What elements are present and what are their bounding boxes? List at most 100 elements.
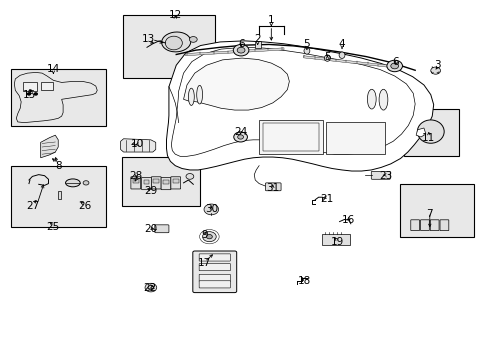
Text: 28: 28 bbox=[129, 171, 142, 181]
Text: 23: 23 bbox=[379, 171, 392, 181]
Circle shape bbox=[430, 67, 440, 74]
Circle shape bbox=[386, 60, 402, 72]
Text: 20: 20 bbox=[144, 225, 157, 234]
Circle shape bbox=[233, 44, 248, 56]
Ellipse shape bbox=[324, 55, 330, 61]
FancyBboxPatch shape bbox=[370, 171, 389, 179]
FancyBboxPatch shape bbox=[429, 220, 438, 230]
Circle shape bbox=[237, 47, 244, 53]
Bar bbox=[122, 157, 199, 206]
Circle shape bbox=[27, 93, 30, 95]
Ellipse shape bbox=[188, 88, 194, 105]
FancyBboxPatch shape bbox=[142, 177, 151, 190]
Text: 24: 24 bbox=[233, 127, 247, 136]
Bar bbox=[41, 82, 53, 90]
Ellipse shape bbox=[378, 89, 387, 110]
FancyBboxPatch shape bbox=[439, 220, 448, 230]
Text: 1: 1 bbox=[267, 15, 274, 26]
Bar bbox=[399, 184, 473, 237]
FancyBboxPatch shape bbox=[410, 220, 419, 230]
Text: 16: 16 bbox=[342, 215, 355, 225]
Ellipse shape bbox=[165, 36, 182, 50]
Ellipse shape bbox=[162, 32, 190, 52]
FancyBboxPatch shape bbox=[199, 254, 230, 261]
Circle shape bbox=[390, 63, 398, 69]
Text: 5: 5 bbox=[324, 52, 330, 62]
Bar bbox=[321, 234, 349, 245]
Text: 31: 31 bbox=[265, 183, 279, 193]
FancyBboxPatch shape bbox=[199, 274, 230, 282]
Polygon shape bbox=[415, 128, 425, 137]
FancyBboxPatch shape bbox=[151, 177, 161, 189]
Text: 15: 15 bbox=[22, 90, 36, 100]
FancyBboxPatch shape bbox=[155, 225, 168, 233]
Text: 10: 10 bbox=[130, 139, 143, 149]
Text: 25: 25 bbox=[47, 222, 60, 231]
Text: 3: 3 bbox=[433, 60, 440, 70]
Text: 22: 22 bbox=[142, 283, 156, 293]
Text: 8: 8 bbox=[55, 161, 61, 171]
Text: 26: 26 bbox=[78, 201, 91, 211]
Circle shape bbox=[145, 283, 157, 292]
Circle shape bbox=[203, 204, 218, 215]
Circle shape bbox=[185, 174, 193, 179]
Ellipse shape bbox=[338, 52, 344, 58]
Text: 4: 4 bbox=[338, 40, 345, 49]
Text: 14: 14 bbox=[47, 64, 60, 74]
Bar bbox=[326, 122, 384, 154]
FancyBboxPatch shape bbox=[420, 220, 428, 230]
Text: 19: 19 bbox=[330, 237, 343, 247]
Text: 7: 7 bbox=[426, 209, 432, 219]
Bar bbox=[122, 15, 215, 78]
Bar bbox=[58, 192, 61, 199]
FancyBboxPatch shape bbox=[199, 281, 230, 288]
Bar bbox=[11, 166, 105, 226]
Bar bbox=[22, 82, 37, 91]
FancyBboxPatch shape bbox=[161, 177, 170, 190]
Ellipse shape bbox=[196, 85, 202, 104]
Bar bbox=[255, 41, 261, 48]
Text: 30: 30 bbox=[204, 204, 218, 215]
Ellipse shape bbox=[65, 179, 80, 187]
Circle shape bbox=[34, 93, 37, 95]
Text: 17: 17 bbox=[198, 258, 211, 268]
Text: 27: 27 bbox=[26, 201, 39, 211]
Text: 21: 21 bbox=[319, 194, 332, 204]
Text: 6: 6 bbox=[237, 40, 244, 49]
FancyBboxPatch shape bbox=[199, 264, 230, 271]
Bar bbox=[404, 109, 458, 156]
Ellipse shape bbox=[366, 89, 375, 109]
FancyBboxPatch shape bbox=[170, 177, 180, 189]
Circle shape bbox=[83, 181, 89, 185]
Text: 29: 29 bbox=[144, 186, 157, 197]
Circle shape bbox=[206, 234, 212, 239]
Text: 5: 5 bbox=[303, 40, 309, 49]
Ellipse shape bbox=[416, 120, 443, 143]
Ellipse shape bbox=[304, 48, 309, 54]
Bar bbox=[153, 179, 159, 183]
Bar bbox=[163, 180, 168, 184]
Polygon shape bbox=[183, 58, 289, 110]
Circle shape bbox=[202, 231, 216, 242]
Circle shape bbox=[233, 132, 247, 142]
Text: 11: 11 bbox=[421, 133, 434, 143]
Bar bbox=[11, 69, 105, 126]
Text: 2: 2 bbox=[254, 35, 261, 44]
Polygon shape bbox=[121, 139, 156, 152]
Text: 18: 18 bbox=[297, 276, 310, 286]
Bar bbox=[172, 179, 178, 183]
Text: 9: 9 bbox=[201, 230, 207, 239]
FancyBboxPatch shape bbox=[192, 251, 236, 293]
Bar bbox=[143, 180, 149, 184]
Text: 13: 13 bbox=[141, 35, 154, 44]
Bar bbox=[263, 123, 318, 151]
Circle shape bbox=[189, 37, 197, 42]
Text: 6: 6 bbox=[391, 57, 398, 67]
Bar bbox=[259, 120, 322, 154]
Circle shape bbox=[237, 135, 243, 139]
FancyBboxPatch shape bbox=[265, 183, 281, 191]
Polygon shape bbox=[166, 41, 433, 171]
Bar bbox=[133, 179, 139, 183]
Text: 12: 12 bbox=[168, 10, 182, 20]
Polygon shape bbox=[41, 135, 58, 158]
